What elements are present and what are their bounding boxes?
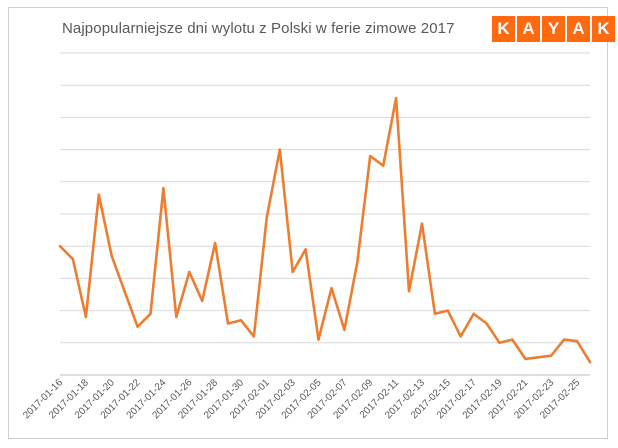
series-line [58, 96, 592, 364]
data-point [239, 319, 243, 322]
logo-letter: A [567, 16, 590, 42]
logo-letter: Y [542, 16, 565, 42]
data-point [407, 290, 411, 293]
data-point [136, 325, 139, 328]
data-point [200, 299, 204, 303]
data-point [226, 322, 230, 325]
data-point [420, 222, 424, 225]
gridlines [60, 52, 590, 376]
data-points [58, 96, 592, 364]
data-point [84, 315, 88, 319]
logo-letter: K [492, 16, 515, 42]
data-point [71, 257, 75, 261]
data-point [213, 241, 217, 245]
data-point [511, 338, 514, 341]
data-point [562, 338, 566, 341]
data-point [58, 245, 62, 248]
data-point [537, 356, 540, 359]
chart-frame [8, 7, 608, 439]
data-point [485, 322, 488, 325]
data-point [278, 148, 281, 151]
data-point [588, 360, 592, 364]
data-point [343, 328, 346, 332]
data-point [175, 315, 178, 319]
data-point [304, 248, 307, 251]
data-point [149, 312, 152, 316]
data-point [459, 335, 462, 338]
data-point [291, 270, 294, 274]
data-point [394, 96, 398, 100]
data-point [317, 338, 320, 341]
data-point [330, 286, 333, 290]
kayak-logo: K A Y A K [492, 16, 615, 42]
x-tick-labels: 2017-01-162017-01-182017-01-202017-01-22… [21, 377, 582, 421]
data-point [550, 354, 553, 357]
data-point [123, 290, 126, 293]
data-point [381, 164, 385, 167]
data-point [498, 341, 501, 344]
data-point [446, 309, 450, 312]
data-point [265, 216, 269, 219]
chart-title: Najpopularniejsze dni wylotu z Polski w … [62, 20, 455, 37]
data-point [524, 357, 527, 361]
data-point [369, 154, 372, 158]
data-point [188, 270, 191, 274]
logo-letter: A [517, 16, 540, 42]
data-point [575, 339, 579, 343]
data-point [162, 187, 165, 190]
data-point [356, 261, 359, 264]
data-point [252, 335, 256, 338]
data-point [472, 312, 475, 316]
data-point [433, 312, 437, 316]
data-point [97, 193, 100, 196]
data-point [110, 254, 113, 258]
logo-letter: K [592, 16, 615, 42]
